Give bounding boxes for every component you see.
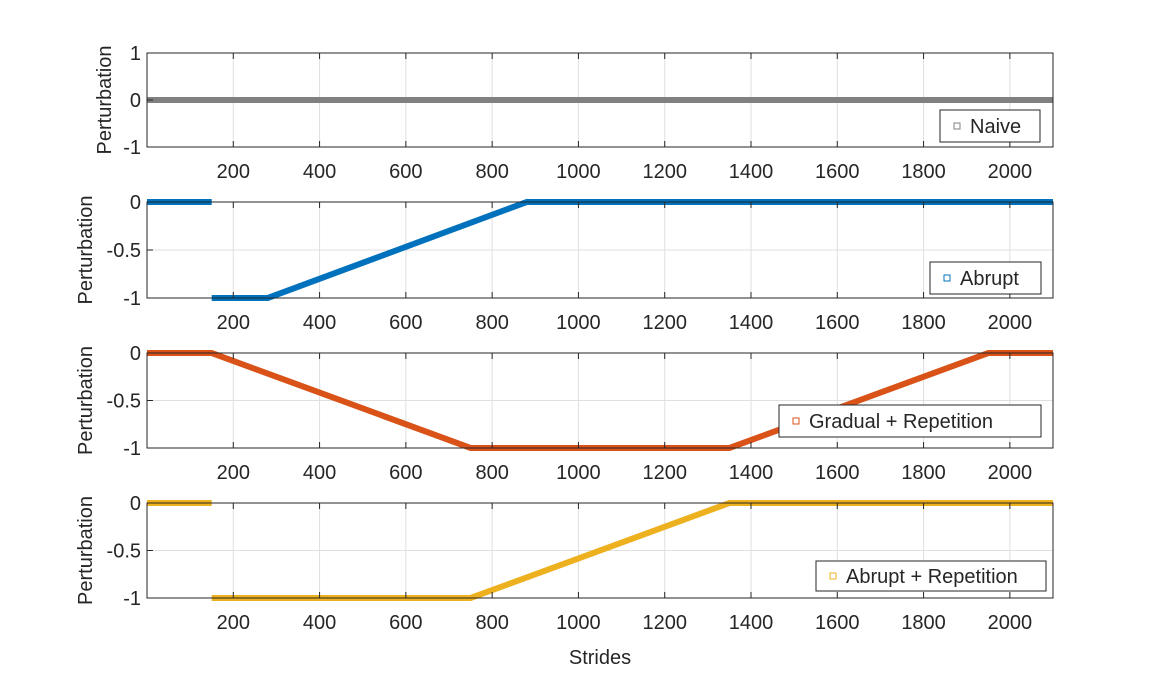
x-tick-label: 400 xyxy=(303,161,336,183)
y-tick-label: -0.5 xyxy=(107,391,141,413)
x-tick-label: 200 xyxy=(217,161,250,183)
x-tick-label: 600 xyxy=(389,161,422,183)
x-tick-label: 800 xyxy=(475,161,508,183)
y-tick-label: -1 xyxy=(123,588,141,610)
x-tick-label: 1800 xyxy=(901,312,946,334)
x-tick-label: 200 xyxy=(217,462,250,484)
y-tick-label: -0.5 xyxy=(107,541,141,563)
x-tick-label: 1400 xyxy=(729,612,774,634)
x-axis-label: Strides xyxy=(569,647,631,669)
legend-marker xyxy=(953,122,961,130)
y-tick-label: 0 xyxy=(130,343,141,365)
y-tick-label: -1 xyxy=(123,438,141,460)
subplot-1: 200 400 600 800 1000 1200 1400 1600 1800 2000 -1 0 1… xyxy=(94,43,1054,183)
x-tick-label: 1000 xyxy=(556,161,601,183)
x-tick-label: 1600 xyxy=(815,161,860,183)
x-tick-label: 600 xyxy=(389,462,422,484)
x-tick-label: 1400 xyxy=(729,161,774,183)
y-axis-label: Perturbation xyxy=(75,346,97,455)
legend-box xyxy=(929,261,1042,295)
x-tick-label: 1200 xyxy=(642,612,687,634)
y-axis-label: Perturbation xyxy=(94,46,116,155)
subplot-4: 200 400 600 800 1000 1200 1400 1600 1800 2000 -1 -0… xyxy=(75,493,1054,669)
x-tick-label: 2000 xyxy=(988,612,1033,634)
legend-label: Naive xyxy=(970,116,1021,138)
legend-box xyxy=(815,560,1047,592)
x-tick-label: 600 xyxy=(389,612,422,634)
subplot-2: 200 400 600 800 1000 1200 1400 1600 1800 2000 -1 -0… xyxy=(75,192,1054,334)
legend-label: Abrupt xyxy=(960,268,1019,290)
y-tick-label: -1 xyxy=(123,137,141,159)
legend-label: Abrupt + Repetition xyxy=(846,566,1018,588)
x-tick-label: 2000 xyxy=(988,462,1033,484)
x-tick-label: 600 xyxy=(389,312,422,334)
x-tick-label: 1200 xyxy=(642,462,687,484)
y-tick-label: 0 xyxy=(130,493,141,515)
x-tick-label: 1800 xyxy=(901,462,946,484)
legend: Abrupt + Repetition xyxy=(815,560,1047,592)
legend: Abrupt xyxy=(929,261,1042,295)
x-tick-label: 1600 xyxy=(815,312,860,334)
y-axis-label: Perturbation xyxy=(75,496,97,605)
y-axis-label: Perturbation xyxy=(75,196,97,305)
x-tick-label: 1000 xyxy=(556,462,601,484)
x-tick-label: 1400 xyxy=(729,312,774,334)
legend-label: Gradual + Repetition xyxy=(809,411,993,433)
x-tick-label: 200 xyxy=(217,312,250,334)
x-tick-label: 1800 xyxy=(901,612,946,634)
legend: Gradual + Repetition xyxy=(778,404,1042,438)
x-tick-label: 1400 xyxy=(729,462,774,484)
legend-marker xyxy=(943,274,951,282)
y-tick-label: 0 xyxy=(130,192,141,214)
legend-marker xyxy=(829,572,837,580)
x-tick-label: 2000 xyxy=(988,312,1033,334)
x-tick-label: 200 xyxy=(217,612,250,634)
x-tick-label: 400 xyxy=(303,462,336,484)
x-tick-label: 1600 xyxy=(815,612,860,634)
x-tick-label: 800 xyxy=(475,612,508,634)
subplot-3: 200 400 600 800 1000 1200 1400 1600 1800 2000 -1 -0… xyxy=(75,343,1054,484)
x-tick-label: 800 xyxy=(475,312,508,334)
legend: Naive xyxy=(939,109,1041,143)
x-tick-label: 1000 xyxy=(556,312,601,334)
x-tick-label: 400 xyxy=(303,612,336,634)
y-tick-label: 1 xyxy=(130,43,141,65)
y-tick-label: 0 xyxy=(130,90,141,112)
legend-box xyxy=(778,404,1042,438)
legend-box xyxy=(939,109,1041,143)
y-tick-label: -1 xyxy=(123,288,141,310)
y-tick-label: -0.5 xyxy=(107,240,141,262)
x-tick-label: 1800 xyxy=(901,161,946,183)
x-tick-label: 800 xyxy=(475,462,508,484)
x-tick-label: 1200 xyxy=(642,312,687,334)
x-tick-label: 400 xyxy=(303,312,336,334)
x-tick-label: 1600 xyxy=(815,462,860,484)
legend-marker xyxy=(792,417,800,425)
x-tick-label: 1000 xyxy=(556,612,601,634)
x-tick-label: 2000 xyxy=(988,161,1033,183)
x-tick-label: 1200 xyxy=(642,161,687,183)
